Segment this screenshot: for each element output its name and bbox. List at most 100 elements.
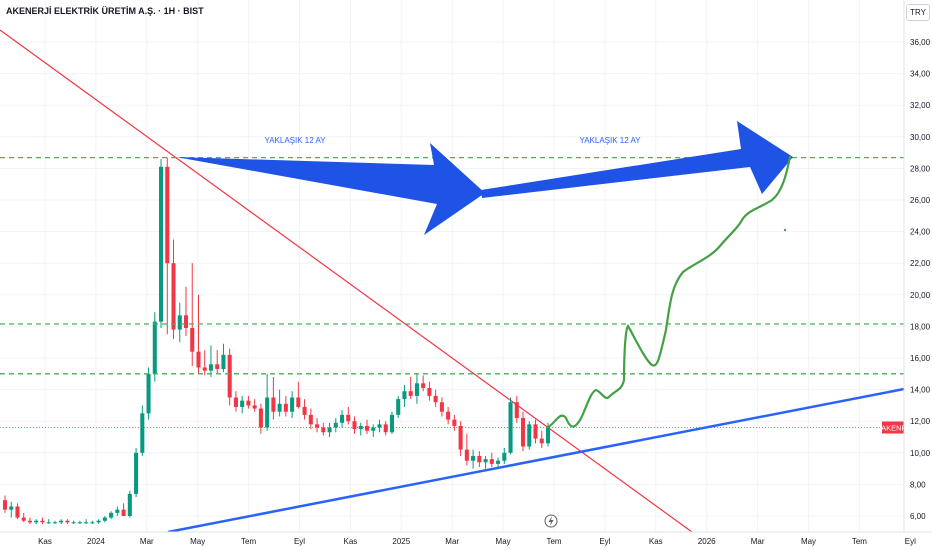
price-axis: 6,00 8,00 10,00 12,00 14,00 16,00 18,00 20,00 22…: [903, 0, 932, 550]
candle-body: [408, 391, 413, 396]
candle-body: [458, 425, 463, 450]
uptrend-line[interactable]: [167, 387, 905, 534]
candle-body: [96, 520, 101, 523]
price-tick-label: 24,00: [910, 228, 931, 237]
price-tick-label: 30,00: [910, 133, 931, 142]
candle-body: [34, 520, 39, 523]
candle-body: [502, 452, 507, 461]
candle-body: [439, 402, 444, 412]
candle-body: [321, 427, 326, 433]
candle-body: [196, 351, 201, 368]
time-tick-label: Mar: [751, 537, 765, 546]
candle-body: [402, 391, 407, 400]
currency-button[interactable]: TRY: [906, 4, 930, 21]
candle-body: [140, 413, 145, 453]
arrow-annotation-2[interactable]: [481, 121, 793, 198]
candle-body: [533, 424, 538, 439]
time-tick-label: 2024: [87, 537, 105, 546]
price-tick-label: 10,00: [910, 449, 931, 458]
candle-body: [452, 419, 457, 426]
candle-body: [109, 512, 114, 518]
candle-body: [545, 427, 551, 444]
arrow-label-1: YAKLAŞIK 12 AY: [264, 136, 326, 145]
time-tick-label: Eyl: [294, 537, 305, 546]
candle-body: [165, 166, 170, 264]
grid: [0, 0, 911, 532]
downtrend-line[interactable]: [0, 29, 693, 533]
time-tick-label: May: [801, 537, 816, 546]
candle-body: [414, 383, 419, 396]
candle-body: [483, 459, 488, 463]
candle-body: [371, 427, 376, 431]
price-tick-label: 36,00: [910, 38, 931, 47]
candle-body: [77, 522, 82, 524]
candle-body: [396, 399, 401, 415]
candle-body: [202, 367, 207, 371]
candle-body: [240, 400, 245, 407]
candle-body: [52, 522, 57, 524]
time-tick-label: May: [496, 537, 511, 546]
price-tick-label: 8,00: [910, 480, 926, 489]
candle-body: [15, 506, 20, 518]
candle-body: [433, 395, 438, 403]
candle-body: [446, 411, 451, 420]
chart-title: AKENERJİ ELEKTRİK ÜRETİM A.Ş. · 1H · BIS…: [6, 6, 204, 16]
price-tick-label: 12,00: [910, 417, 931, 426]
candle-body: [364, 425, 370, 431]
time-tick-label: Tem: [241, 537, 256, 546]
candle-body: [115, 509, 120, 513]
candle-body: [215, 364, 220, 370]
candle-body: [246, 400, 251, 406]
candle-body: [159, 166, 164, 322]
candle-body: [477, 455, 482, 463]
candle-body: [121, 509, 126, 516]
time-tick-label: Mar: [140, 537, 154, 546]
candle-body: [252, 405, 257, 409]
candle-body: [333, 422, 338, 428]
symbol-tag-label: AKENR: [881, 424, 907, 433]
time-tick-label: 2026: [698, 537, 716, 546]
candle-body: [283, 403, 288, 412]
annotations: YAKLAŞIK 12 AY YAKLAŞIK 12 AY: [176, 121, 793, 528]
candle-body: [352, 421, 357, 430]
candle-body: [40, 520, 45, 523]
symbol-tag: [882, 421, 906, 434]
trendlines: [0, 29, 905, 534]
candle-body: [527, 424, 532, 447]
arrow-label-2: YAKLAŞIK 12 AY: [579, 136, 641, 145]
projection-path[interactable]: [546, 155, 792, 429]
candle-body: [389, 414, 394, 433]
price-tick-label: 28,00: [910, 164, 931, 173]
candle-body: [146, 373, 151, 414]
time-tick-label: Tem: [852, 537, 867, 546]
candle-body: [377, 424, 382, 428]
candle-body: [190, 327, 195, 352]
price-tick-label: 20,00: [910, 291, 931, 300]
time-tick-label: Kas: [344, 537, 358, 546]
arrow-annotation-1[interactable]: [176, 143, 485, 235]
candle-body: [65, 520, 70, 523]
candle-body: [271, 397, 276, 412]
candle-body: [471, 455, 476, 461]
candle-body: [265, 397, 270, 428]
time-tick-label: Eyl: [905, 537, 916, 546]
candle-body: [27, 520, 32, 523]
candle-body: [152, 321, 157, 374]
candle-body: [102, 517, 107, 521]
time-tick-label: Kas: [649, 537, 663, 546]
candle-body: [340, 414, 345, 423]
candle-body: [21, 517, 26, 521]
candle-body: [134, 452, 139, 494]
candles: [2, 157, 551, 524]
candle-body: [59, 520, 64, 523]
candle-body: [46, 522, 51, 524]
candle-body: [327, 427, 332, 433]
price-axis-bg: [904, 0, 932, 550]
candle-body: [346, 414, 351, 422]
candle-body: [127, 493, 132, 516]
candle-body: [84, 522, 89, 524]
time-tick-label: 2025: [392, 537, 410, 546]
candle-body: [302, 406, 307, 415]
price-tick-label: 16,00: [910, 354, 931, 363]
